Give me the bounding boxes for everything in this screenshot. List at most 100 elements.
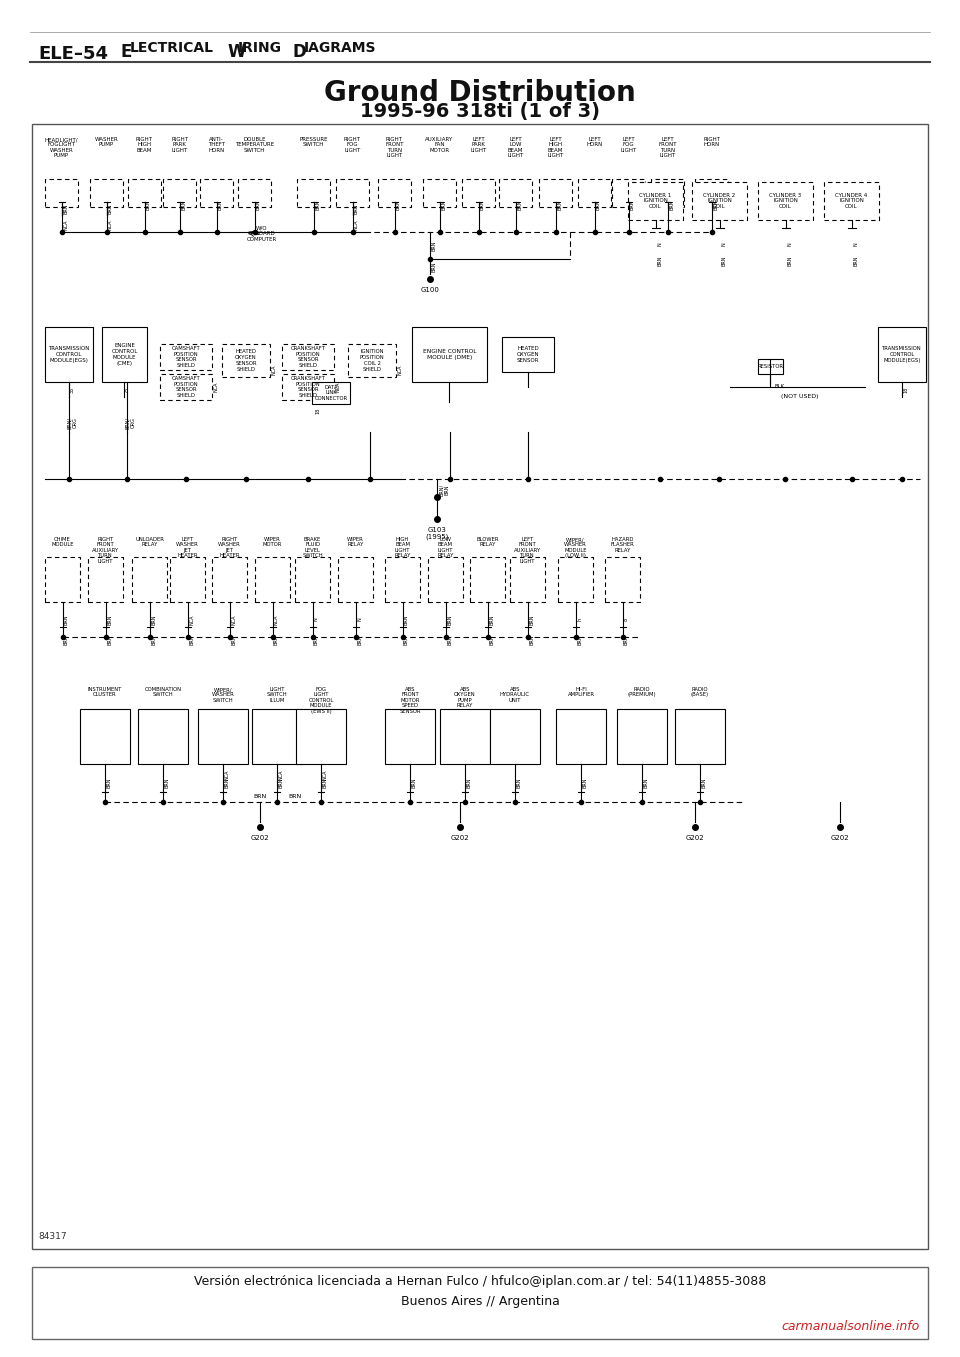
Text: BRN: BRN [643, 778, 649, 788]
Bar [163, 179, 196, 208]
Bar [90, 179, 123, 208]
Bar [312, 383, 350, 404]
Text: RIGHT
FOG
LIGHT: RIGHT FOG LIGHT [344, 137, 361, 153]
Text: E: E [120, 43, 132, 61]
Text: LEFT
HORN: LEFT HORN [587, 137, 603, 148]
Text: BRN: BRN [577, 634, 582, 645]
Text: BRN: BRN [447, 615, 452, 624]
Text: RADIO
(BASE): RADIO (BASE) [691, 687, 709, 697]
Bar [88, 556, 123, 603]
Bar [651, 179, 684, 208]
Text: CRANKSHAFT
POSITION
SENSOR
SHIELD: CRANKSHAFT POSITION SENSOR SHIELD [291, 346, 325, 368]
Text: G202: G202 [830, 835, 850, 841]
Text: COMBINATION
SWITCH: COMBINATION SWITCH [145, 687, 181, 697]
Bar [378, 179, 411, 208]
Text: NCA: NCA [272, 365, 277, 376]
Text: NCA: NCA [63, 218, 68, 229]
Text: NCA: NCA [231, 615, 236, 624]
Text: NCA: NCA [323, 769, 327, 779]
Text: BRN: BRN [489, 615, 494, 624]
Text: RIGHT
FRONT
TURN
LIGHT: RIGHT FRONT TURN LIGHT [385, 137, 404, 159]
Text: BRN: BRN [721, 256, 726, 266]
Text: LEFT
PARK
LIGHT: LEFT PARK LIGHT [470, 137, 487, 153]
Text: NCA: NCA [214, 381, 219, 392]
Bar [295, 556, 330, 603]
Bar [282, 375, 334, 400]
Text: 1995-96 318ti (1 of 3): 1995-96 318ti (1 of 3) [360, 102, 600, 121]
Text: BRN: BRN [489, 634, 494, 645]
Bar [238, 179, 271, 208]
Bar [102, 327, 147, 383]
Text: G103
(1995): G103 (1995) [425, 527, 448, 540]
Bar [338, 556, 373, 603]
Bar [45, 327, 93, 383]
Text: LEFT
FRONT
TURN
LIGHT: LEFT FRONT TURN LIGHT [659, 137, 677, 159]
Text: BRN: BRN [412, 778, 417, 788]
Bar [578, 179, 611, 208]
Text: FOG
LIGHT
CONTROL
MODULE
(EWS II): FOG LIGHT CONTROL MODULE (EWS II) [308, 687, 334, 714]
Text: IAGRAMS: IAGRAMS [304, 41, 376, 56]
Bar [612, 179, 645, 208]
Text: BRN: BRN [630, 199, 635, 210]
Bar [470, 556, 505, 603]
Bar [32, 1267, 928, 1339]
Text: BRN: BRN [256, 199, 261, 210]
Bar [128, 179, 161, 208]
Bar [605, 556, 640, 603]
Text: CYLINDER 3
IGNITION
COIL: CYLINDER 3 IGNITION COIL [769, 193, 802, 209]
Text: G202: G202 [450, 835, 469, 841]
Text: NCA: NCA [274, 615, 279, 624]
Text: NCA: NCA [189, 615, 194, 624]
Text: BRN: BRN [713, 199, 718, 210]
Text: BRN: BRN [218, 199, 223, 210]
Text: RESISTOR: RESISTOR [757, 364, 783, 369]
Bar [412, 327, 487, 383]
Text: BRN/
ORG: BRN/ ORG [66, 417, 78, 429]
Text: 8: 8 [624, 617, 629, 622]
Text: BRN: BRN [441, 199, 446, 210]
Text: HEADLIGHT/
FOGLIGHT
WASHER
PUMP: HEADLIGHT/ FOGLIGHT WASHER PUMP [45, 137, 79, 159]
Text: ENGINE CONTROL
MODULE (DME): ENGINE CONTROL MODULE (DME) [422, 349, 476, 360]
Text: LEFT
HIGH
BEAM
LIGHT: LEFT HIGH BEAM LIGHT [547, 137, 564, 159]
Text: BRN: BRN [447, 634, 452, 645]
Bar [138, 708, 188, 764]
Text: NCA: NCA [336, 381, 341, 392]
Text: BRAKE
FLUID
LEVEL
SWITCH: BRAKE FLUID LEVEL SWITCH [302, 537, 323, 558]
Text: N: N [657, 242, 662, 246]
Bar [200, 179, 233, 208]
Text: BRN: BRN [107, 634, 112, 645]
Bar [558, 556, 593, 603]
Bar [296, 708, 346, 764]
Text: BRN: BRN [63, 204, 68, 214]
Text: G202: G202 [251, 835, 270, 841]
Text: BRN: BRN [64, 615, 69, 624]
Bar [160, 375, 212, 400]
Bar [490, 708, 540, 764]
Bar [510, 556, 545, 603]
Bar [758, 182, 813, 220]
Bar [617, 708, 667, 764]
Text: ABS
OXYGEN
PUMP
RELAY: ABS OXYGEN PUMP RELAY [454, 687, 476, 708]
Text: ENGINE
CONTROL
MODULE
(CME): ENGINE CONTROL MODULE (CME) [111, 343, 137, 365]
Bar [45, 179, 78, 208]
Text: IGNITION
POSITION
COIL 2
SHIELD: IGNITION POSITION COIL 2 SHIELD [360, 349, 384, 372]
Text: BRN/
ORG: BRN/ ORG [125, 417, 135, 429]
Text: LOW
BEAM
LIGHT
RELAY: LOW BEAM LIGHT RELAY [438, 537, 454, 558]
Bar [252, 708, 302, 764]
Text: BRN: BRN [516, 778, 521, 788]
Text: RIGHT
PARK
LIGHT: RIGHT PARK LIGHT [171, 137, 188, 153]
Bar [428, 556, 463, 603]
Text: 35: 35 [70, 387, 75, 394]
Text: CYLINDER 1
IGNITION
COIL: CYLINDER 1 IGNITION COIL [639, 193, 672, 209]
Bar [170, 556, 205, 603]
Text: BRN: BRN [396, 199, 401, 210]
Text: RIGHT
HORN: RIGHT HORN [703, 137, 720, 148]
Bar [385, 708, 435, 764]
Text: Versión electrónica licenciada a Hernan Fulco / hfulco@iplan.com.ar / tel: 54(11: Versión electrónica licenciada a Hernan … [194, 1276, 766, 1288]
Text: BRN: BRN [357, 634, 362, 645]
Text: BRN: BRN [467, 778, 471, 788]
Text: D: D [293, 43, 307, 61]
Text: ANTI-
THEFT
HORN: ANTI- THEFT HORN [208, 137, 225, 153]
Text: RIGHT
HIGH
BEAM: RIGHT HIGH BEAM [136, 137, 153, 153]
Text: 84317: 84317 [38, 1232, 66, 1242]
